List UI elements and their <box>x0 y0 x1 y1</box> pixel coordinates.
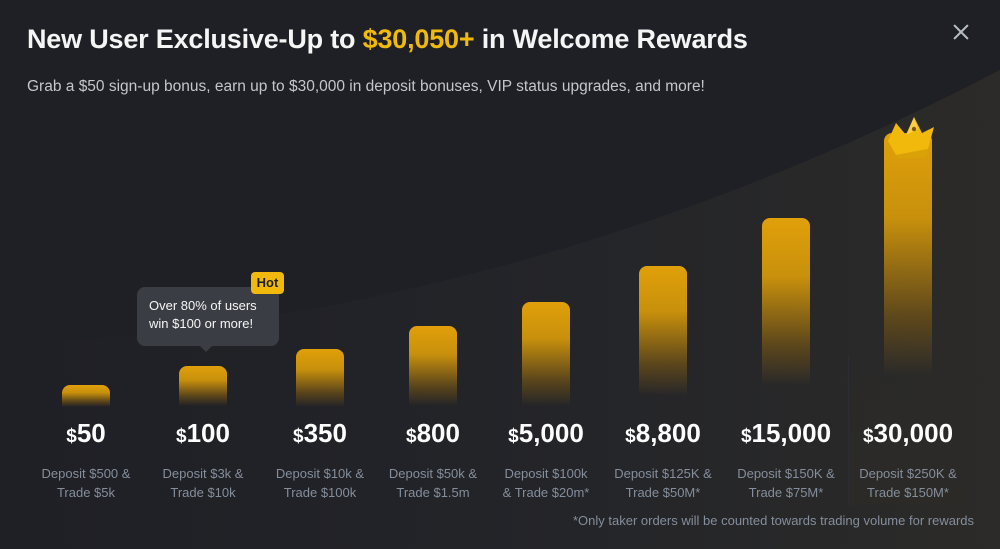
condition-line: Trade $5k <box>56 485 116 500</box>
condition-line: Trade $150M* <box>867 485 949 500</box>
reward-value: 350 <box>303 418 347 448</box>
condition-line: & Trade $20m* <box>502 485 590 500</box>
reward-amount: $5,000 <box>487 418 605 449</box>
currency-symbol: $ <box>862 426 874 447</box>
condition-line: Trade $75M* <box>748 485 824 500</box>
condition-line: Deposit $10k & <box>275 466 365 481</box>
reward-tier-2: $100 Deposit $3k & Trade $10k <box>144 0 262 549</box>
reward-value: 50 <box>76 418 106 448</box>
condition-line: Trade $50M* <box>625 485 701 500</box>
reward-condition: Deposit $3k & Trade $10k <box>144 464 262 502</box>
condition-line: Trade $100k <box>283 485 357 500</box>
reward-condition: Deposit $500 & Trade $5k <box>27 464 145 502</box>
reward-tier-8: $30,000 Deposit $250K & Trade $150M* <box>849 0 967 549</box>
footnote: *Only taker orders will be counted towar… <box>572 513 974 528</box>
reward-value: 100 <box>186 418 230 448</box>
reward-bar <box>296 349 344 407</box>
title-suffix: in Welcome Rewards <box>474 24 748 54</box>
reward-tier-3: $350 Deposit $10k & Trade $100k <box>261 0 379 549</box>
popularity-tooltip: Over 80% of users win $100 or more! <box>137 287 279 352</box>
currency-symbol: $ <box>406 426 417 447</box>
condition-line: Deposit $150K & <box>737 466 835 481</box>
reward-value: 5,000 <box>518 418 584 448</box>
reward-bar <box>884 133 932 376</box>
reward-value: 30,000 <box>873 418 954 448</box>
condition-line: Trade $10k <box>170 485 236 500</box>
reward-tier-6: $8,800 Deposit $125K & Trade $50M* <box>604 0 722 549</box>
condition-line: Deposit $3k & <box>162 466 244 481</box>
reward-condition: Deposit $150K & Trade $75M* <box>727 464 845 502</box>
top-tier-highlight <box>848 355 968 505</box>
currency-symbol: $ <box>625 426 636 447</box>
reward-condition: Deposit $10k & Trade $100k <box>261 464 379 502</box>
currency-symbol: $ <box>176 426 187 447</box>
hot-badge: Hot <box>251 272 284 294</box>
reward-bar <box>522 302 570 406</box>
currency-symbol: $ <box>66 426 77 447</box>
reward-condition: Deposit $125K & Trade $50M* <box>604 464 722 502</box>
currency-symbol: $ <box>508 426 519 447</box>
condition-line: Deposit $50k & <box>388 466 478 481</box>
reward-amount: $350 <box>261 418 379 449</box>
reward-value: 15,000 <box>751 418 832 448</box>
currency-symbol: $ <box>740 426 752 447</box>
modal-subtitle: Grab a $50 sign-up bonus, earn up to $30… <box>27 78 705 95</box>
currency-symbol: $ <box>293 426 304 447</box>
title-prefix: New User Exclusive-Up to <box>27 24 363 54</box>
reward-bar <box>639 266 687 396</box>
tooltip-line: Over 80% of users <box>149 298 257 313</box>
reward-tier-4: $800 Deposit $50k & Trade $1.5m <box>374 0 492 549</box>
title-highlight: $30,050+ <box>362 24 475 54</box>
reward-amount: $8,800 <box>604 418 722 449</box>
reward-amount: $15,000 <box>727 418 845 449</box>
modal-title: New User Exclusive-Up to $30,050+ in Wel… <box>27 24 748 55</box>
reward-value: 800 <box>416 418 460 448</box>
reward-amount: $50 <box>27 418 145 449</box>
crown-icon <box>888 117 934 159</box>
condition-line: Deposit $100k <box>504 466 588 481</box>
reward-bar <box>179 366 227 406</box>
reward-bar <box>62 385 110 407</box>
reward-value: 8,800 <box>635 418 701 448</box>
reward-tier-7: $15,000 Deposit $150K & Trade $75M* <box>727 0 845 549</box>
condition-line: Deposit $500 & <box>41 466 131 481</box>
reward-amount: $800 <box>374 418 492 449</box>
reward-tier-5: $5,000 Deposit $100k & Trade $20m* <box>487 0 605 549</box>
reward-condition: Deposit $100k & Trade $20m* <box>487 464 605 502</box>
condition-line: Deposit $125K & <box>614 466 712 481</box>
reward-condition: Deposit $50k & Trade $1.5m <box>374 464 492 502</box>
reward-bar <box>409 326 457 406</box>
reward-tier-1: $50 Deposit $500 & Trade $5k <box>27 0 145 549</box>
reward-amount: $100 <box>144 418 262 449</box>
tooltip-line: win $100 or more! <box>149 316 254 331</box>
reward-bar <box>762 218 810 386</box>
reward-condition: Deposit $250K & Trade $150M* <box>849 464 967 502</box>
condition-line: Deposit $250K & <box>859 466 957 481</box>
reward-amount: $30,000 <box>849 418 967 449</box>
condition-line: Trade $1.5m <box>396 485 470 500</box>
